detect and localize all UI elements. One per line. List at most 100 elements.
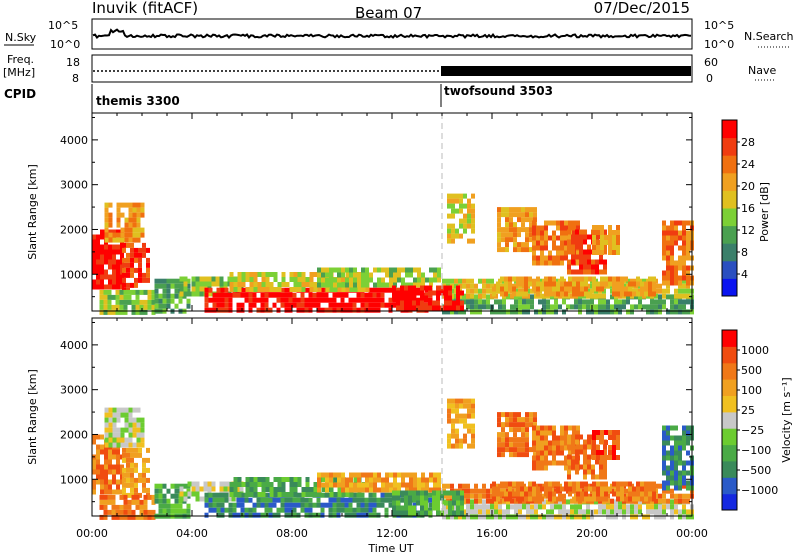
power-cell: [136, 232, 141, 238]
velocity-cell: [682, 430, 686, 436]
nsky-tick-bottom: 10^0: [50, 38, 80, 51]
velocity-cell: [564, 440, 568, 446]
power-cell: [466, 304, 470, 310]
velocity-cell: [265, 487, 270, 492]
power-cell: [397, 272, 401, 278]
velocity-cell: [345, 487, 349, 493]
velocity-cell: [560, 430, 564, 436]
velocity-cell: [540, 435, 544, 441]
velocity-cell: [566, 514, 570, 520]
velocity-cell: [544, 465, 548, 471]
velocity-cell: [628, 481, 632, 487]
velocity-cell: [505, 437, 509, 443]
power-cell: [666, 275, 670, 281]
velocity-cell: [604, 440, 608, 445]
velocity-cell: [463, 433, 467, 439]
velocity-cell: [425, 487, 429, 493]
velocity-cell: [253, 487, 258, 492]
power-cell: [482, 304, 486, 310]
power-cell: [401, 277, 405, 283]
velocity-cell: [425, 482, 429, 488]
velocity-cell: [518, 509, 522, 515]
velocity-cell: [622, 504, 626, 510]
velocity-cell: [592, 430, 596, 435]
power-cell: [462, 283, 466, 289]
velocity-cell: [630, 514, 634, 520]
power-cell: [128, 232, 133, 238]
velocity-cell: [231, 496, 236, 502]
power-cell: [376, 292, 381, 298]
velocity-cell: [532, 440, 536, 446]
power-cell: [103, 299, 108, 305]
velocity-cell: [130, 462, 134, 468]
power-cell: [478, 309, 482, 315]
velocity-cell: [682, 440, 686, 446]
power-cell: [325, 282, 329, 288]
power-cell: [332, 292, 337, 298]
velocity-cell: [293, 492, 298, 497]
power-cell: [486, 294, 490, 300]
velocity-cell: [578, 504, 582, 510]
power-cell: [211, 276, 216, 282]
velocity-cell: [567, 439, 571, 445]
power-cell: [646, 309, 650, 315]
power-cell: [662, 299, 666, 305]
velocity-cell: [103, 494, 108, 500]
power-cell: [116, 249, 120, 255]
power-cell: [682, 225, 686, 231]
velocity-cell: [424, 490, 428, 496]
velocity-cell: [521, 427, 525, 433]
velocity-cell: [560, 460, 564, 466]
power-cell: [353, 282, 357, 288]
velocity-cell: [462, 514, 466, 520]
velocity-cell: [248, 507, 253, 513]
velocity-cell: [525, 447, 529, 453]
velocity-cell: [174, 483, 179, 489]
velocity-cell: [139, 504, 144, 510]
velocity-cell: [540, 496, 544, 502]
power-cell: [471, 193, 475, 199]
velocity-cell: [604, 496, 608, 502]
velocity-cell: [478, 504, 482, 510]
velocity-cell: [686, 430, 690, 436]
velocity-cell: [606, 504, 610, 510]
power-cell: [100, 284, 104, 290]
power-cell: [108, 264, 112, 270]
velocity-cell: [397, 472, 401, 478]
velocity-cell: [301, 487, 306, 492]
velocity-cell: [103, 499, 108, 505]
power-cell: [134, 282, 138, 288]
velocity-cell: [116, 479, 120, 485]
velocity-cell: [108, 449, 112, 455]
velocity-cell: [320, 502, 325, 508]
power-cell: [544, 281, 548, 287]
velocity-cell: [556, 445, 560, 451]
velocity-cell: [674, 470, 678, 476]
velocity-cell: [289, 492, 294, 497]
velocity-cell: [670, 493, 674, 499]
velocity-cell: [130, 447, 134, 453]
velocity-cell: [252, 512, 257, 518]
power-cell: [501, 232, 505, 238]
velocity-cell: [556, 450, 560, 456]
velocity-cell: [474, 504, 478, 510]
power-cell: [455, 228, 459, 234]
power-cell: [384, 302, 389, 308]
velocity-cell: [284, 497, 289, 503]
velocity-cell: [158, 498, 163, 504]
power-cell: [361, 272, 365, 278]
power-cell: [400, 285, 404, 291]
power-cell: [92, 234, 96, 240]
power-cell: [215, 281, 220, 287]
power-cell: [513, 237, 517, 243]
velocity-cell: [568, 481, 572, 487]
velocity-cell: [532, 496, 536, 502]
power-cell: [288, 292, 293, 298]
power-cell: [122, 242, 126, 248]
velocity-cell: [340, 507, 345, 513]
power-cell: [154, 303, 159, 309]
power-cell: [587, 234, 591, 240]
power-cell: [245, 277, 250, 282]
velocity-cell: [104, 432, 109, 438]
